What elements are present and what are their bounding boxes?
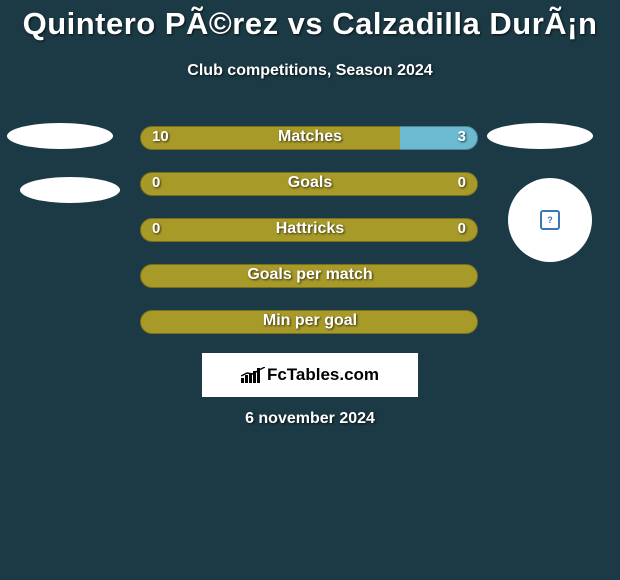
comparison-row: Min per goal (0, 310, 620, 356)
value-left: 0 (152, 174, 160, 191)
logo-box: FcTables.com (202, 353, 418, 397)
question-icon: ? (540, 210, 560, 230)
subtitle: Club competitions, Season 2024 (0, 62, 620, 80)
page-title: Quintero PÃ©rez vs Calzadilla DurÃ¡n (0, 0, 620, 42)
decorative-ellipse (20, 177, 120, 203)
infographic-root: Quintero PÃ©rez vs Calzadilla DurÃ¡n Clu… (0, 0, 620, 580)
value-right: 0 (458, 174, 466, 191)
value-right: 0 (458, 220, 466, 237)
svg-text:?: ? (547, 215, 553, 225)
logo-text: FcTables.com (267, 365, 379, 385)
decorative-ellipse (487, 123, 593, 149)
decorative-ellipse (7, 123, 113, 149)
value-right: 3 (458, 128, 466, 145)
value-left: 10 (152, 128, 169, 145)
comparison-row: Goals per match (0, 264, 620, 310)
date-text: 6 november 2024 (0, 410, 620, 428)
value-left: 0 (152, 220, 160, 237)
row-label: Min per goal (0, 312, 620, 330)
decorative-ring: ? (508, 178, 592, 262)
row-label: Goals per match (0, 266, 620, 284)
logo-chart-icon (241, 367, 263, 383)
